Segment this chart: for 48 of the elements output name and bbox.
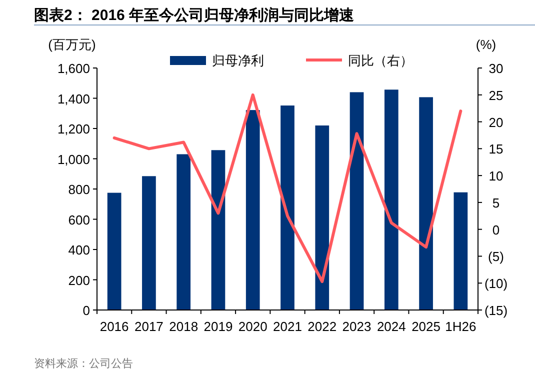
- y2-tick-label: 0: [492, 222, 500, 238]
- bar: [419, 97, 433, 310]
- y2-tick-label: (10): [484, 276, 508, 292]
- y2-tick-label: 15: [488, 142, 504, 157]
- y-tick-label: 800: [68, 182, 90, 197]
- x-tick-label: 2020: [238, 319, 268, 334]
- legend-label: 归母净利: [212, 53, 264, 68]
- y-axis-title: (百万元): [48, 37, 96, 52]
- y-tick-label: 1,400: [57, 91, 90, 106]
- bar: [176, 154, 191, 310]
- y-tick-label: 200: [68, 272, 90, 288]
- x-tick-label: 2025: [412, 319, 441, 334]
- bar: [211, 150, 226, 310]
- y-tick-label: 400: [68, 242, 90, 258]
- bar: [454, 192, 468, 310]
- y-tick-label: 600: [68, 212, 90, 228]
- bar: [107, 192, 122, 310]
- y2-tick-label: (15): [484, 303, 508, 318]
- x-tick-label: 2021: [273, 319, 302, 334]
- x-tick-label: 2024: [376, 319, 406, 334]
- legend-label: 同比（右）: [348, 53, 413, 68]
- chart-title: 图表2： 2016 年至今公司归母净利润与同比增速: [34, 6, 356, 24]
- bar: [280, 106, 294, 310]
- x-tick-label: 2019: [204, 319, 233, 334]
- bar: [315, 125, 330, 310]
- bar: [246, 110, 260, 310]
- y2-tick-label: 5: [492, 195, 500, 210]
- x-tick-label: 2023: [342, 319, 372, 334]
- y2-tick-label: 10: [488, 168, 504, 184]
- y-tick-label: 1,000: [57, 152, 90, 167]
- y-tick-label: 1,200: [57, 122, 90, 136]
- x-tick-label: 1H26: [445, 319, 476, 334]
- x-tick-label: 2022: [308, 319, 337, 334]
- y-tick-label: 0: [82, 303, 90, 318]
- text: 资料来源：公司公告: [34, 357, 133, 370]
- y2-tick-label: 20: [488, 114, 504, 130]
- bar: [384, 90, 398, 310]
- y2-tick-label: 25: [488, 88, 504, 103]
- y2-tick-label: (5): [488, 249, 504, 264]
- y2-tick-label: 30: [488, 61, 504, 76]
- x-tick-label: 2017: [134, 319, 164, 334]
- bar: [142, 176, 156, 310]
- y-tick-label: 1,600: [57, 61, 90, 76]
- line-series: [112, 93, 462, 283]
- x-tick-label: 2018: [169, 319, 198, 334]
- y2-axis-title: (%): [476, 37, 496, 52]
- bar: [350, 92, 364, 310]
- x-tick-label: 2016: [100, 319, 129, 334]
